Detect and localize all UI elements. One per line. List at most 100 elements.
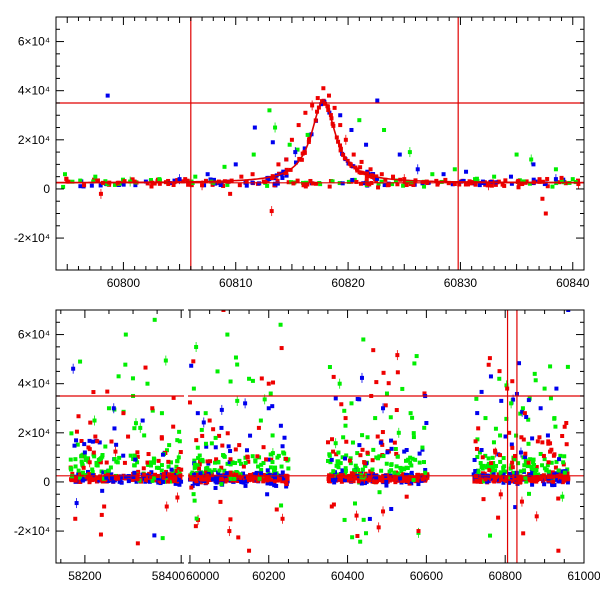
- cloud-point-g: [106, 468, 111, 473]
- cloud-point-g: [365, 435, 370, 440]
- outlier-point-r: [211, 427, 216, 432]
- cloud-point-b: [342, 478, 347, 483]
- cloud-point-b: [343, 456, 348, 461]
- cloud-point-g: [330, 179, 335, 184]
- cloud-point-r: [308, 178, 313, 183]
- cloud-point-g: [112, 182, 117, 187]
- cloud-point-g: [94, 460, 99, 465]
- cloud-point-r: [551, 479, 556, 484]
- cloud-point-g: [526, 441, 531, 446]
- outlier-point-r: [498, 492, 503, 497]
- outlier-point-r: [381, 370, 386, 375]
- series-g-point: [520, 406, 525, 411]
- cloud-point-b: [173, 481, 178, 486]
- cloud-point-g: [538, 451, 543, 456]
- outlier-point-g: [123, 362, 128, 367]
- cloud-point-b: [117, 479, 122, 484]
- cloud-point-g: [216, 460, 221, 465]
- cloud-point-g: [547, 469, 552, 474]
- cloud-point-g: [343, 468, 348, 473]
- cloud-point-g: [90, 470, 95, 475]
- series-b-point: [177, 177, 182, 182]
- cloud-point-g: [396, 472, 401, 477]
- series-g-point: [295, 147, 300, 152]
- outlier-point-r: [141, 466, 146, 471]
- series-r-point: [534, 514, 539, 519]
- cloud-point-r: [261, 475, 266, 480]
- outlier-point-r: [189, 485, 194, 490]
- cloud-point-g: [90, 467, 95, 472]
- outlier-point-r: [362, 461, 367, 466]
- series-r-point: [121, 411, 126, 416]
- cloud-point-g: [523, 458, 528, 463]
- series-g-point: [560, 494, 565, 499]
- cloud-point-g: [261, 461, 266, 466]
- cloud-point-g: [159, 468, 164, 473]
- cloud-point-b: [204, 444, 209, 449]
- cloud-point-r: [420, 477, 425, 482]
- series-g-point: [116, 374, 121, 379]
- outlier-point-b: [74, 501, 79, 506]
- cloud-point-g: [501, 469, 506, 474]
- outlier-point-g: [75, 442, 80, 447]
- cloud-point-g: [550, 184, 555, 189]
- cloud-point-r: [360, 447, 365, 452]
- outlier-point-r: [386, 381, 391, 386]
- cloud-point-r: [217, 433, 222, 438]
- cloud-point-b: [359, 481, 364, 486]
- cloud-point-r: [421, 180, 426, 185]
- cloud-point-g: [558, 453, 563, 458]
- cloud-point-r: [152, 181, 157, 186]
- outlier-point-r: [228, 517, 233, 522]
- cloud-point-r: [393, 477, 398, 482]
- outlier-point-r: [487, 356, 492, 361]
- cloud-point-r: [280, 479, 285, 484]
- cloud-point-g: [237, 458, 242, 463]
- cloud-point-r: [347, 458, 352, 463]
- cloud-point-g: [196, 456, 201, 461]
- cloud-point-g: [405, 466, 410, 471]
- series-g-point: [357, 118, 362, 123]
- cloud-point-b: [89, 183, 94, 188]
- cloud-point-g: [399, 469, 404, 474]
- series-r-point: [228, 191, 233, 196]
- cloud-point-r: [339, 473, 344, 478]
- cloud-point-g: [348, 456, 353, 461]
- cloud-point-g: [498, 459, 503, 464]
- cloud-point-b: [175, 472, 180, 477]
- series-r-point: [329, 504, 334, 509]
- cloud-point-r: [496, 478, 501, 483]
- cloud-point-r: [98, 460, 103, 465]
- cloud-point-r: [129, 475, 134, 480]
- outlier-point-r: [331, 374, 336, 379]
- cloud-point-g: [482, 479, 487, 484]
- cloud-point-r: [264, 457, 269, 462]
- cloud-point-g: [409, 463, 414, 468]
- cloud-point-b: [192, 472, 197, 477]
- cloud-point-r: [473, 439, 478, 444]
- cloud-point-b: [195, 482, 200, 487]
- cloud-point-b: [350, 177, 355, 182]
- cloud-point-b: [272, 181, 277, 186]
- cloud-point-g: [503, 469, 508, 474]
- cloud-point-b: [97, 440, 102, 445]
- cloud-point-r: [365, 450, 370, 455]
- cloud-point-b: [220, 479, 225, 484]
- outlier-point-b: [224, 471, 229, 476]
- cloud-point-b: [211, 177, 216, 182]
- outlier-point-g: [414, 354, 419, 359]
- x-tick-label: 60840: [556, 276, 590, 290]
- cloud-point-g: [82, 454, 87, 459]
- series-r-point: [559, 175, 564, 180]
- series-g-point: [497, 376, 502, 381]
- series-r-point: [326, 93, 331, 98]
- cloud-point-g: [352, 468, 357, 473]
- outlier-point-g: [194, 345, 199, 350]
- cloud-point-b: [210, 477, 215, 482]
- cloud-point-g: [83, 458, 88, 463]
- cloud-point-r: [95, 178, 100, 183]
- cloud-point-r: [529, 479, 534, 484]
- cloud-point-g: [270, 433, 275, 438]
- cloud-point-g: [516, 461, 521, 466]
- event-point-b: [319, 102, 324, 107]
